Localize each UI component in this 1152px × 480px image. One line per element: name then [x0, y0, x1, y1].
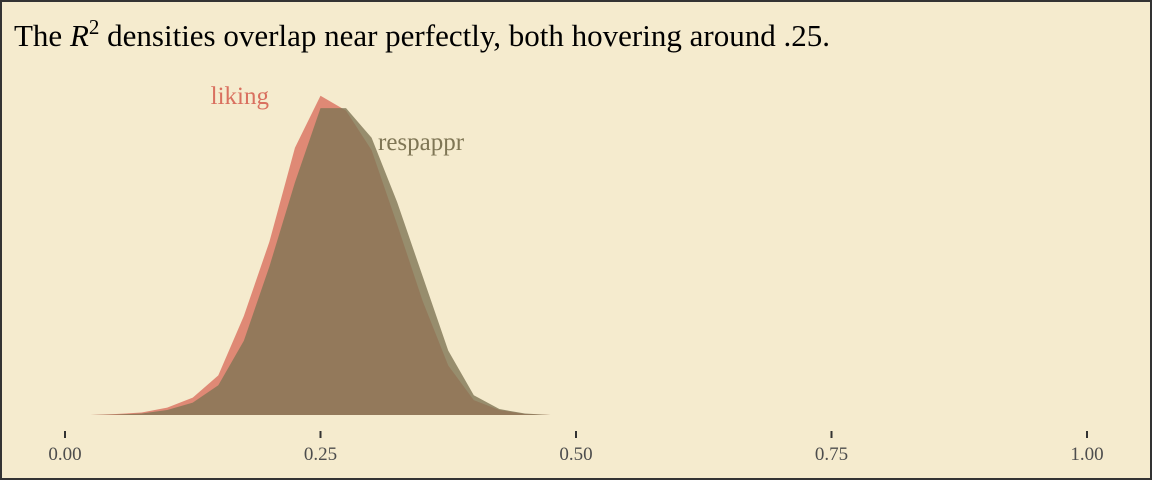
title-symbol: R [69, 18, 89, 53]
x-tick-label: 0.50 [559, 444, 592, 465]
title-text: densities overlap near perfectly, both h… [99, 18, 830, 53]
chart-title: The R2 densities overlap near perfectly,… [14, 15, 830, 53]
series-label: respappr [378, 129, 465, 156]
density-area [90, 108, 551, 415]
title-text: The [14, 18, 70, 53]
series-label: liking [211, 83, 270, 110]
x-tick-label: 1.00 [1070, 444, 1103, 465]
x-tick-label: 0.75 [815, 444, 848, 465]
title-superscript: 2 [89, 15, 100, 39]
x-tick-label: 0.00 [48, 444, 81, 465]
x-tick-label: 0.25 [304, 444, 337, 465]
